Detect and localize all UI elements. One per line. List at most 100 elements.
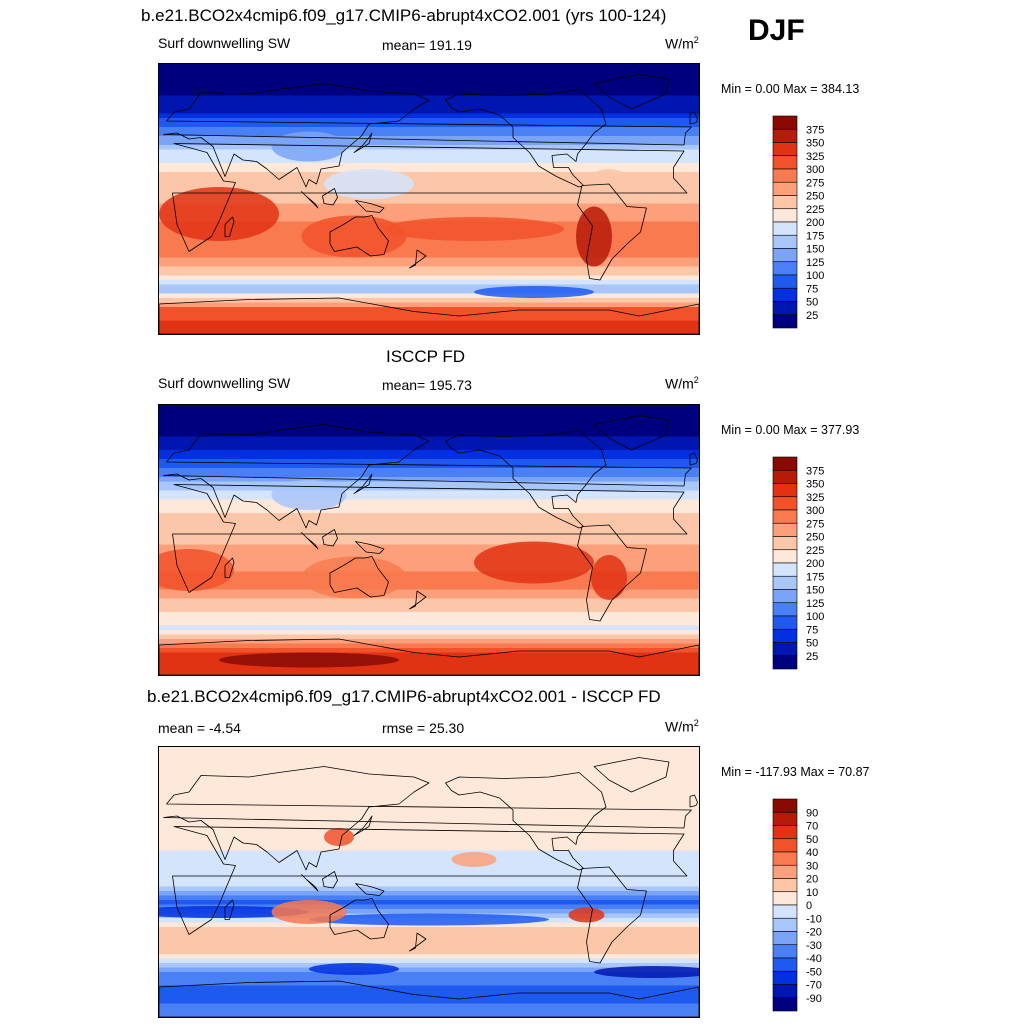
colorbar-tick-label: 300 xyxy=(806,505,824,517)
zonal-band xyxy=(159,1012,699,1017)
regional-feature xyxy=(384,217,564,241)
colorbar-box xyxy=(772,549,798,564)
regional-feature xyxy=(301,556,407,599)
colorbar-tick-label: 200 xyxy=(806,558,824,570)
zonal-band xyxy=(159,634,699,640)
colorbar-tick-label: 225 xyxy=(806,545,824,557)
zonal-band xyxy=(159,91,699,97)
zonal-band xyxy=(159,580,699,586)
zonal-band xyxy=(159,427,699,433)
zonal-band xyxy=(159,284,699,290)
zonal-band xyxy=(159,607,699,613)
zonal-band xyxy=(159,594,699,600)
zonal-band xyxy=(159,931,699,937)
zonal-band xyxy=(159,508,699,514)
zonal-band xyxy=(159,311,699,317)
coastline xyxy=(445,89,607,188)
season-label: DJF xyxy=(748,14,805,47)
coastline xyxy=(593,74,670,110)
zonal-band xyxy=(159,325,699,331)
zonal-band xyxy=(159,567,699,573)
colorbar-tick-label: 10 xyxy=(806,887,818,899)
zonal-band xyxy=(159,576,699,582)
zonal-band xyxy=(159,109,699,115)
zonal-band xyxy=(159,639,699,645)
zonal-band xyxy=(159,244,699,250)
colorbar-tick-label: 325 xyxy=(806,151,824,163)
zonal-band xyxy=(159,994,699,1000)
panel-2-title: ISCCP FD xyxy=(386,347,466,366)
colorbar-tick-label: 325 xyxy=(806,492,824,504)
colorbar-box xyxy=(772,261,798,276)
colorbar-tick-label: 90 xyxy=(806,807,818,819)
zonal-band xyxy=(159,927,699,933)
colorbar-box xyxy=(772,628,798,643)
zonal-band xyxy=(159,814,699,820)
zonal-band xyxy=(159,823,699,829)
coastline xyxy=(163,83,692,188)
zonal-band xyxy=(159,100,699,106)
zonal-band xyxy=(159,945,699,951)
zonal-band xyxy=(159,463,699,469)
colorbar-box xyxy=(772,931,798,946)
zonal-band xyxy=(159,630,699,636)
zonal-band xyxy=(159,603,699,609)
zonal-band xyxy=(159,185,699,191)
zonal-band xyxy=(159,445,699,451)
colorbar-box xyxy=(772,891,798,906)
panel-1-title: b.e21.BCO2x4cmip6.f09_g17.CMIP6-abrupt4x… xyxy=(141,6,667,25)
colorbar-box xyxy=(772,642,798,657)
coastline xyxy=(445,772,607,871)
colorbar-box xyxy=(772,838,798,853)
regional-feature xyxy=(271,480,347,510)
zonal-band xyxy=(159,64,699,70)
coastline xyxy=(689,111,698,125)
coastline xyxy=(577,183,647,281)
coastline xyxy=(577,866,647,964)
zonal-band xyxy=(159,666,699,672)
zonal-band xyxy=(159,954,699,960)
regional-feature xyxy=(271,131,347,162)
zonal-band xyxy=(159,810,699,816)
colorbar-box xyxy=(772,168,798,183)
zonal-band xyxy=(159,859,699,865)
zonal-band xyxy=(159,751,699,757)
regional-feature xyxy=(309,963,399,975)
zonal-band xyxy=(159,891,699,897)
coastline xyxy=(577,524,647,622)
regional-feature xyxy=(324,828,354,846)
colorbar-box xyxy=(772,221,798,236)
zonal-band xyxy=(159,670,699,675)
zonal-band xyxy=(159,194,699,200)
zonal-band xyxy=(159,652,699,658)
zonal-band xyxy=(159,320,699,326)
zonal-band xyxy=(159,513,699,519)
coastline xyxy=(353,473,373,494)
zonal-band xyxy=(159,904,699,910)
zonal-band xyxy=(159,423,699,429)
zonal-band xyxy=(159,778,699,784)
zonal-band xyxy=(159,176,699,182)
zonal-band xyxy=(159,436,699,442)
zonal-band xyxy=(159,877,699,883)
colorbar-box xyxy=(772,798,798,813)
colorbar-tick-label: 275 xyxy=(806,177,824,189)
colorbar-box xyxy=(772,851,798,866)
zonal-band xyxy=(159,154,699,160)
zonal-band xyxy=(159,131,699,137)
coastline xyxy=(409,590,427,610)
zonal-band xyxy=(159,783,699,789)
colorbar-box xyxy=(772,456,798,471)
zonal-band xyxy=(159,855,699,861)
zonal-band xyxy=(159,571,699,577)
colorbar-box xyxy=(772,917,798,932)
zonal-band xyxy=(159,774,699,780)
zonal-band xyxy=(159,585,699,591)
colorbar-box xyxy=(772,957,798,972)
coastline xyxy=(163,424,692,529)
zonal-band xyxy=(159,262,699,268)
coastline xyxy=(172,143,688,252)
colorbar-box xyxy=(772,155,798,170)
coastline xyxy=(409,249,427,269)
coastline xyxy=(172,826,688,935)
